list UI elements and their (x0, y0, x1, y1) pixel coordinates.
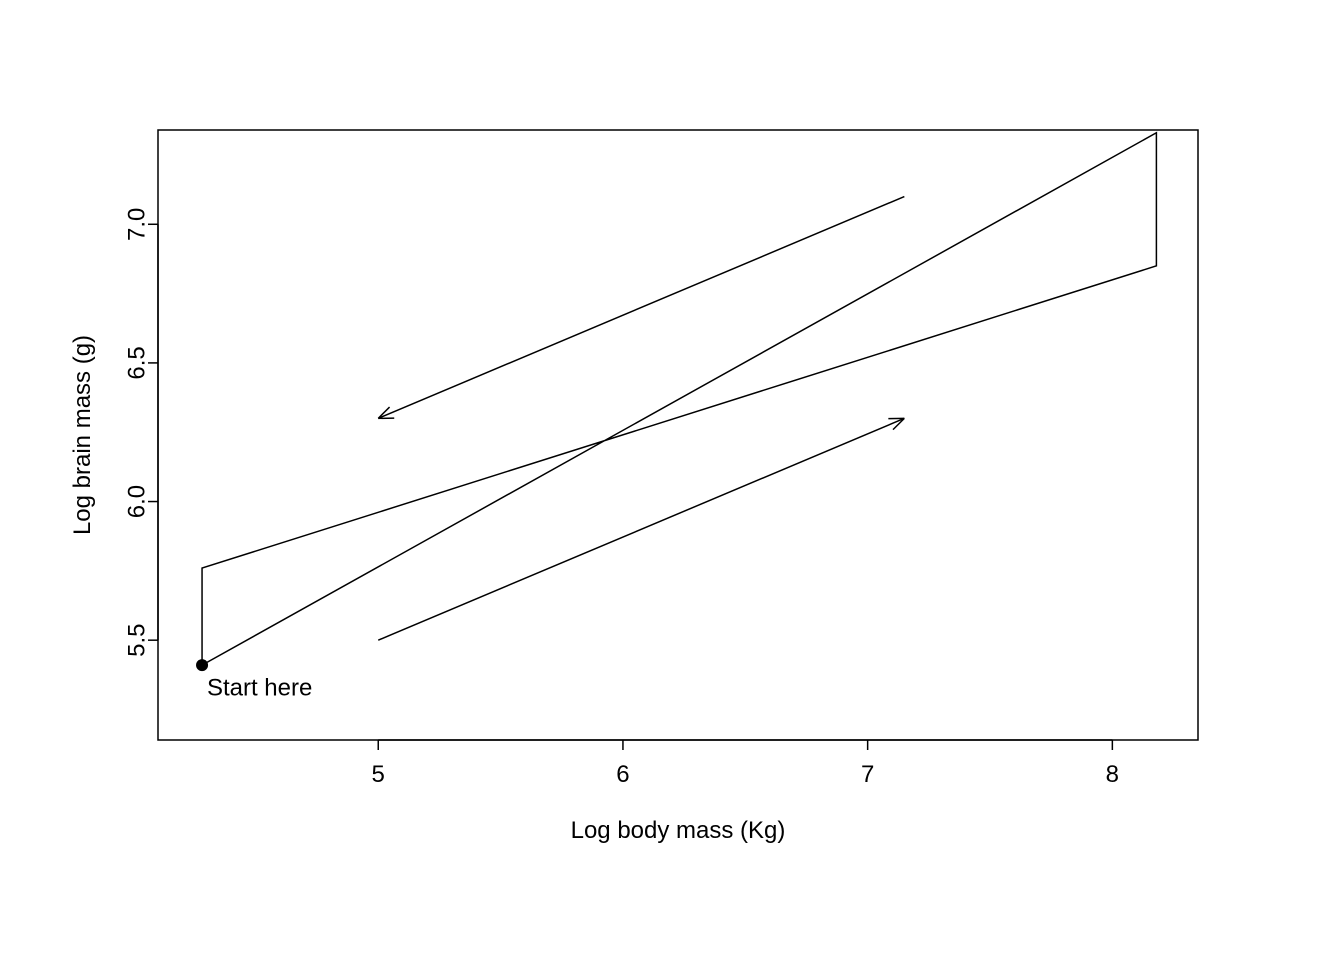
start-point (196, 659, 208, 671)
x-tick-label: 7 (861, 761, 874, 788)
x-axis-label: Log body mass (Kg) (571, 817, 786, 844)
y-axis-label: Log brain mass (g) (69, 335, 96, 535)
y-tick-label: 6.5 (123, 346, 150, 379)
x-tick-label: 8 (1106, 761, 1119, 788)
start-label: Start here (207, 675, 312, 702)
y-tick-label: 5.5 (123, 623, 150, 656)
chart-svg: 5 6 7 8 5.5 6.0 6.5 7.0 Log body mass (Kg) Log br… (0, 0, 1344, 960)
y-tick-label: 7.0 (123, 208, 150, 241)
x-tick-label: 6 (616, 761, 629, 788)
chart-container: 5 6 7 8 5.5 6.0 6.5 7.0 Log body mass (Kg) Log br… (0, 0, 1344, 960)
y-tick-label: 6.0 (123, 485, 150, 518)
x-tick-label: 5 (372, 761, 385, 788)
